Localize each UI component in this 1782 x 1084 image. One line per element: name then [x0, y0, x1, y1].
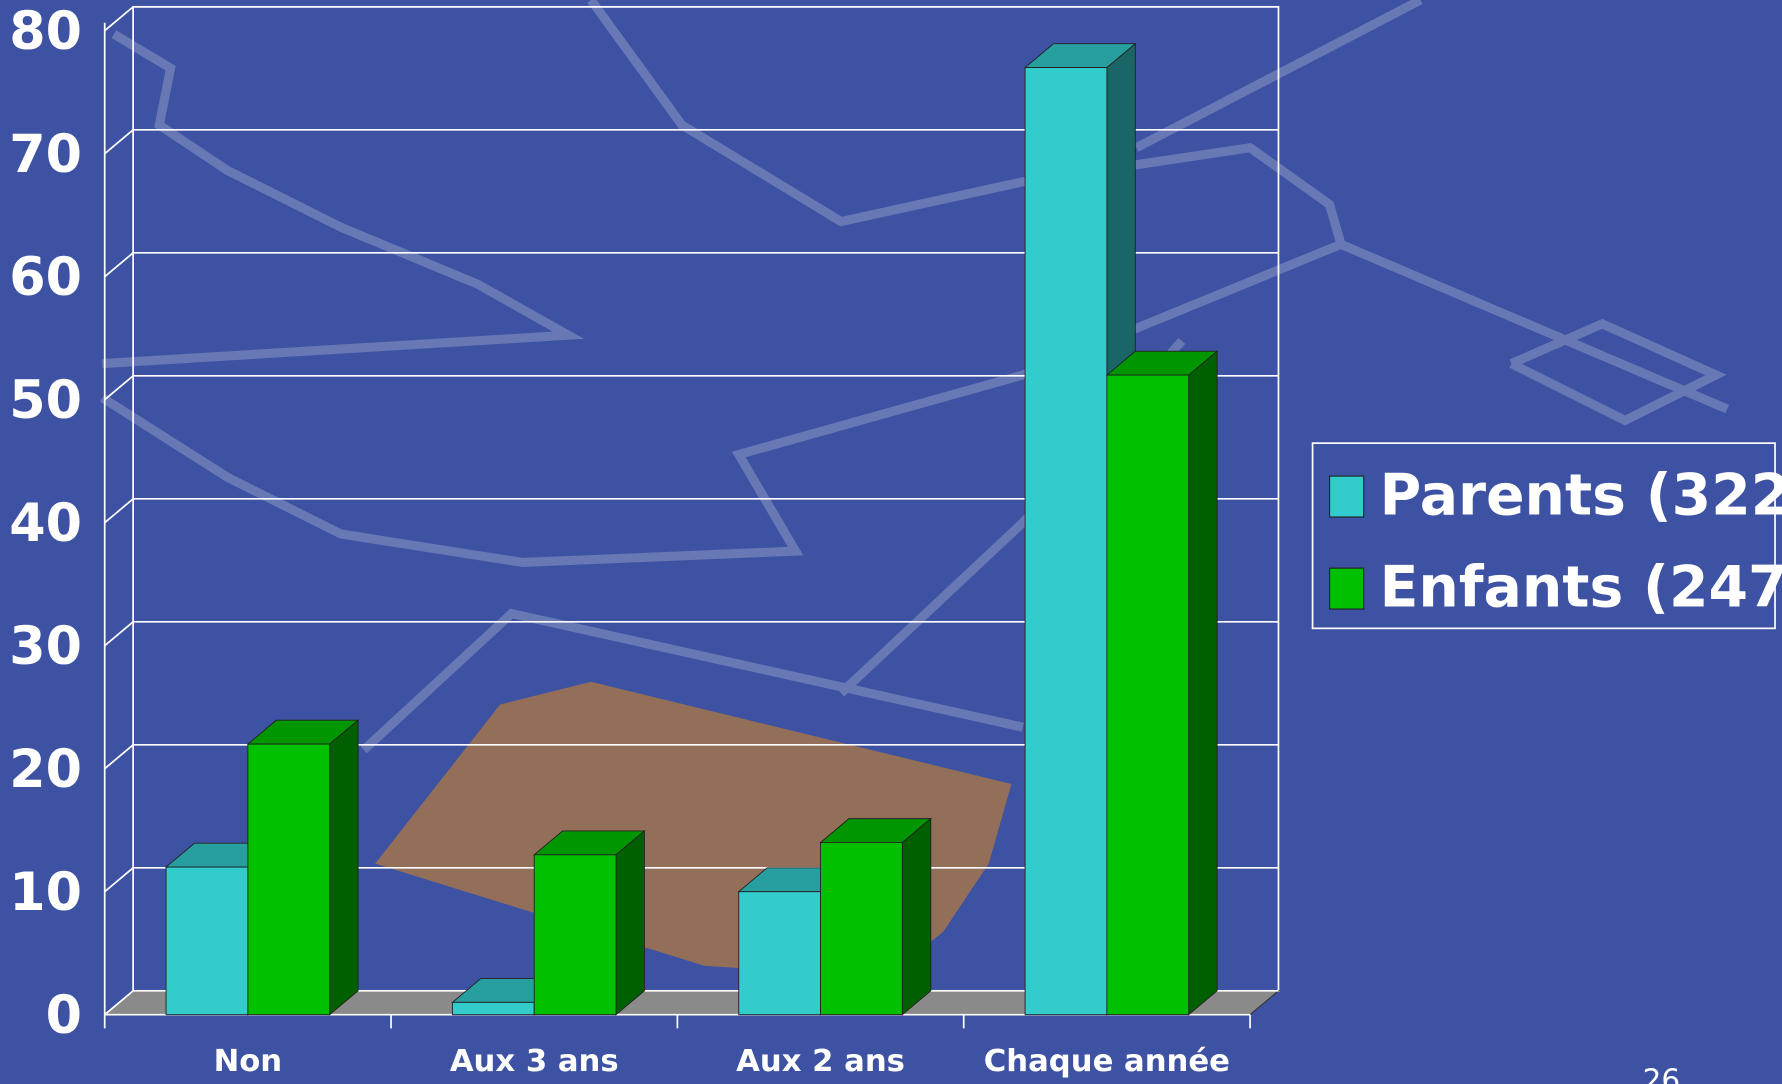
- grid-line: [104, 620, 1279, 647]
- bar-side: [1188, 350, 1218, 1016]
- y-tick-label: 70: [9, 124, 82, 185]
- legend-label: Parents (322): [1380, 462, 1782, 528]
- y-tick-label: 0: [46, 985, 82, 1046]
- y-tick-label: 10: [9, 862, 82, 923]
- bar-side: [329, 719, 359, 1016]
- y-tick-label: 30: [9, 616, 82, 677]
- x-tick-label: Aux 2 ans: [736, 1044, 905, 1079]
- legend: [1311, 442, 1776, 630]
- bar: [1106, 374, 1190, 1016]
- bar-side: [615, 829, 645, 1016]
- legend-swatch: [1329, 567, 1365, 610]
- bar: [1024, 67, 1108, 1016]
- y-tick-label: 20: [9, 739, 82, 800]
- grid-line: [104, 5, 1279, 32]
- grid-line: [104, 497, 1279, 524]
- y-tick-label: 50: [9, 370, 82, 431]
- legend-swatch: [1329, 475, 1365, 518]
- y-tick-label: 40: [9, 493, 82, 554]
- bar: [165, 866, 249, 1016]
- bar: [247, 743, 331, 1016]
- bar: [738, 891, 822, 1016]
- grid-line: [104, 374, 1279, 401]
- x-tick-label: Aux 3 ans: [450, 1044, 619, 1079]
- page-number: 26: [1643, 1063, 1681, 1084]
- y-tick-label: 80: [9, 1, 82, 62]
- bar: [820, 842, 903, 1016]
- x-tick-label: Chaque année: [984, 1044, 1230, 1079]
- bar-side: [901, 817, 932, 1016]
- grid-line: [104, 128, 1279, 155]
- legend-label: Enfants (247): [1380, 554, 1782, 620]
- x-tick-label: Non: [214, 1044, 283, 1079]
- bar: [451, 1001, 535, 1016]
- grid-line: [104, 251, 1279, 278]
- bar: [533, 854, 617, 1016]
- grid-line: [104, 743, 1279, 770]
- y-tick-label: 60: [9, 247, 82, 308]
